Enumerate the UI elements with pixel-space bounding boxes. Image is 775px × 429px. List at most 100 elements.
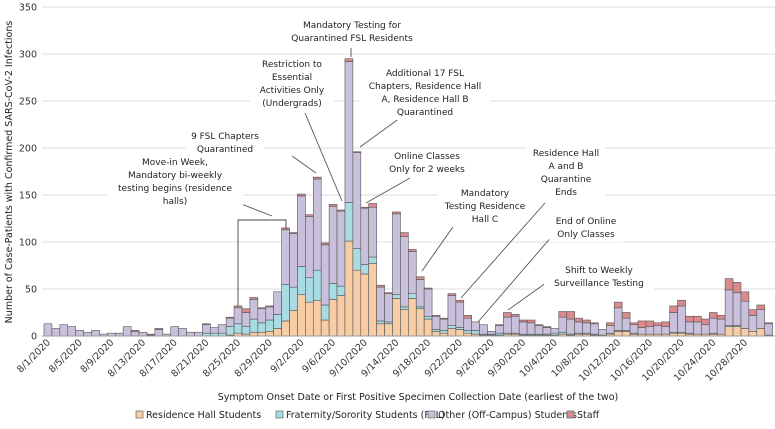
- bar-segment-residence: [249, 331, 259, 337]
- bar-segment-other: [170, 326, 179, 337]
- bar-segment-staff: [368, 203, 377, 208]
- bar-segment-other: [217, 324, 227, 334]
- y-tick-label: 100: [19, 238, 37, 249]
- bar-segment-other: [122, 326, 132, 337]
- bar-segment-staff: [708, 312, 718, 319]
- bar-segment-other: [518, 321, 528, 335]
- bar-segment-staff: [518, 319, 528, 323]
- legend: Residence Hall Students Fraternity/Sorori…: [135, 410, 600, 421]
- bar-segment-staff: [716, 315, 726, 320]
- bar-segment-other: [273, 291, 282, 315]
- annotation-text: Residence Hall A and B Quarantine Ends: [533, 149, 599, 198]
- bar-segment-staff: [732, 282, 742, 294]
- bar-segment-fsl: [328, 283, 338, 300]
- bar-segment-fsl: [447, 325, 457, 329]
- bar-segment-staff: [566, 311, 575, 320]
- bar-segment-staff: [463, 315, 472, 319]
- bar-segment-other: [360, 207, 370, 265]
- bar-segment-other: [677, 305, 686, 333]
- bar-segment-fsl: [400, 306, 409, 310]
- bar-segment-other: [225, 317, 235, 327]
- bar-segment-staff: [637, 320, 647, 328]
- y-tick-label: 200: [19, 144, 37, 155]
- bar-segment-other: [51, 328, 61, 337]
- bar-segment-other: [495, 325, 504, 334]
- bar-segment-other: [637, 327, 647, 335]
- bar-segment-other: [645, 326, 655, 335]
- bar-segment-staff: [336, 209, 346, 212]
- bar-segment-other: [606, 325, 615, 334]
- bar-segment-other: [178, 328, 187, 337]
- bar-segment-residence: [384, 323, 393, 337]
- bar-segment-residence: [431, 330, 441, 337]
- bar-segment-other: [186, 331, 195, 337]
- annotation: Shift to Weekly Surveillance Testing: [507, 263, 654, 311]
- bar-segment-staff: [606, 322, 615, 326]
- bar-segment-residence: [305, 301, 314, 337]
- bar-segment-staff: [384, 292, 393, 295]
- bar-segment-other: [320, 244, 330, 306]
- bar-segment-staff: [510, 314, 520, 317]
- bar-segment-staff: [740, 291, 750, 302]
- bar-segment-residence: [297, 294, 306, 337]
- bar-segment-other: [241, 312, 251, 327]
- y-tick-label: 350: [19, 3, 37, 14]
- annotation: Move-in Week, Mandatory bi-weekly testing …: [107, 155, 287, 306]
- bar-segment-residence: [273, 328, 282, 337]
- bar-segment-residence: [312, 299, 322, 337]
- annotation-leader-line: [304, 112, 343, 202]
- legend-item: Residence Hall Students: [135, 410, 261, 421]
- bar-segment-other: [431, 315, 441, 330]
- bar-segment-other: [621, 317, 631, 331]
- annotation-text: Additional 17 FSL Chapters, Residence Hal…: [369, 69, 482, 118]
- bar-segment-staff: [320, 242, 330, 246]
- bar-segment-fsl: [273, 314, 282, 329]
- bar-segment-other: [701, 324, 710, 335]
- bar-segment-fsl: [423, 315, 433, 320]
- bar-segment-fsl: [408, 293, 417, 299]
- bar-segment-other: [289, 233, 298, 288]
- bar-segment-staff: [408, 249, 417, 252]
- bar-segment-other: [305, 216, 314, 279]
- bar-segment-staff: [305, 214, 314, 217]
- bar-segment-residence: [724, 326, 734, 337]
- bar-segment-fsl: [225, 326, 235, 336]
- bar-segment-other: [59, 324, 69, 337]
- bar-segment-other: [566, 318, 575, 335]
- annotation-leader-line: [477, 234, 554, 323]
- bar-segment-fsl: [344, 202, 354, 242]
- bar-segment-staff: [764, 322, 773, 325]
- bar-segment-other: [328, 205, 338, 284]
- bar-segment-other: [661, 326, 670, 335]
- bar-segment-other: [202, 324, 211, 334]
- bar-segment-staff: [312, 176, 322, 180]
- bar-segment-fsl: [281, 283, 290, 322]
- bar-segment-residence: [352, 269, 362, 337]
- bar-segment-other: [392, 213, 401, 295]
- bar-segment-fsl: [376, 320, 385, 325]
- bar-segment-other: [384, 293, 393, 323]
- bar-segment-other: [685, 321, 694, 334]
- annotation-leader-line: [359, 117, 401, 148]
- bar-segment-fsl: [392, 294, 401, 299]
- bar-segment-other: [669, 312, 678, 333]
- bar-segment-staff: [503, 312, 512, 318]
- legend-label: Other (Off-Campus) Students: [438, 410, 577, 421]
- bar-segment-staff: [724, 278, 734, 291]
- annotation-background: [544, 263, 654, 291]
- annotation-background: [185, 129, 265, 157]
- annotation: Mandatory Testing for Quarantined FSL Res…: [284, 18, 420, 57]
- bar-segment-residence: [336, 295, 346, 337]
- bar-segment-other: [582, 322, 591, 334]
- bar-segment-staff: [756, 304, 766, 310]
- annotation-leader-line: [365, 177, 411, 204]
- annotation-leader-line: [460, 202, 546, 299]
- bar-segment-other: [471, 321, 480, 331]
- bar-segment-other: [526, 322, 536, 335]
- bar-segment-staff: [265, 305, 274, 308]
- legend-item: Staff: [566, 410, 600, 421]
- bar-segment-other: [352, 152, 362, 249]
- bar-segment-staff: [590, 322, 599, 325]
- bar-segment-staff: [495, 324, 504, 326]
